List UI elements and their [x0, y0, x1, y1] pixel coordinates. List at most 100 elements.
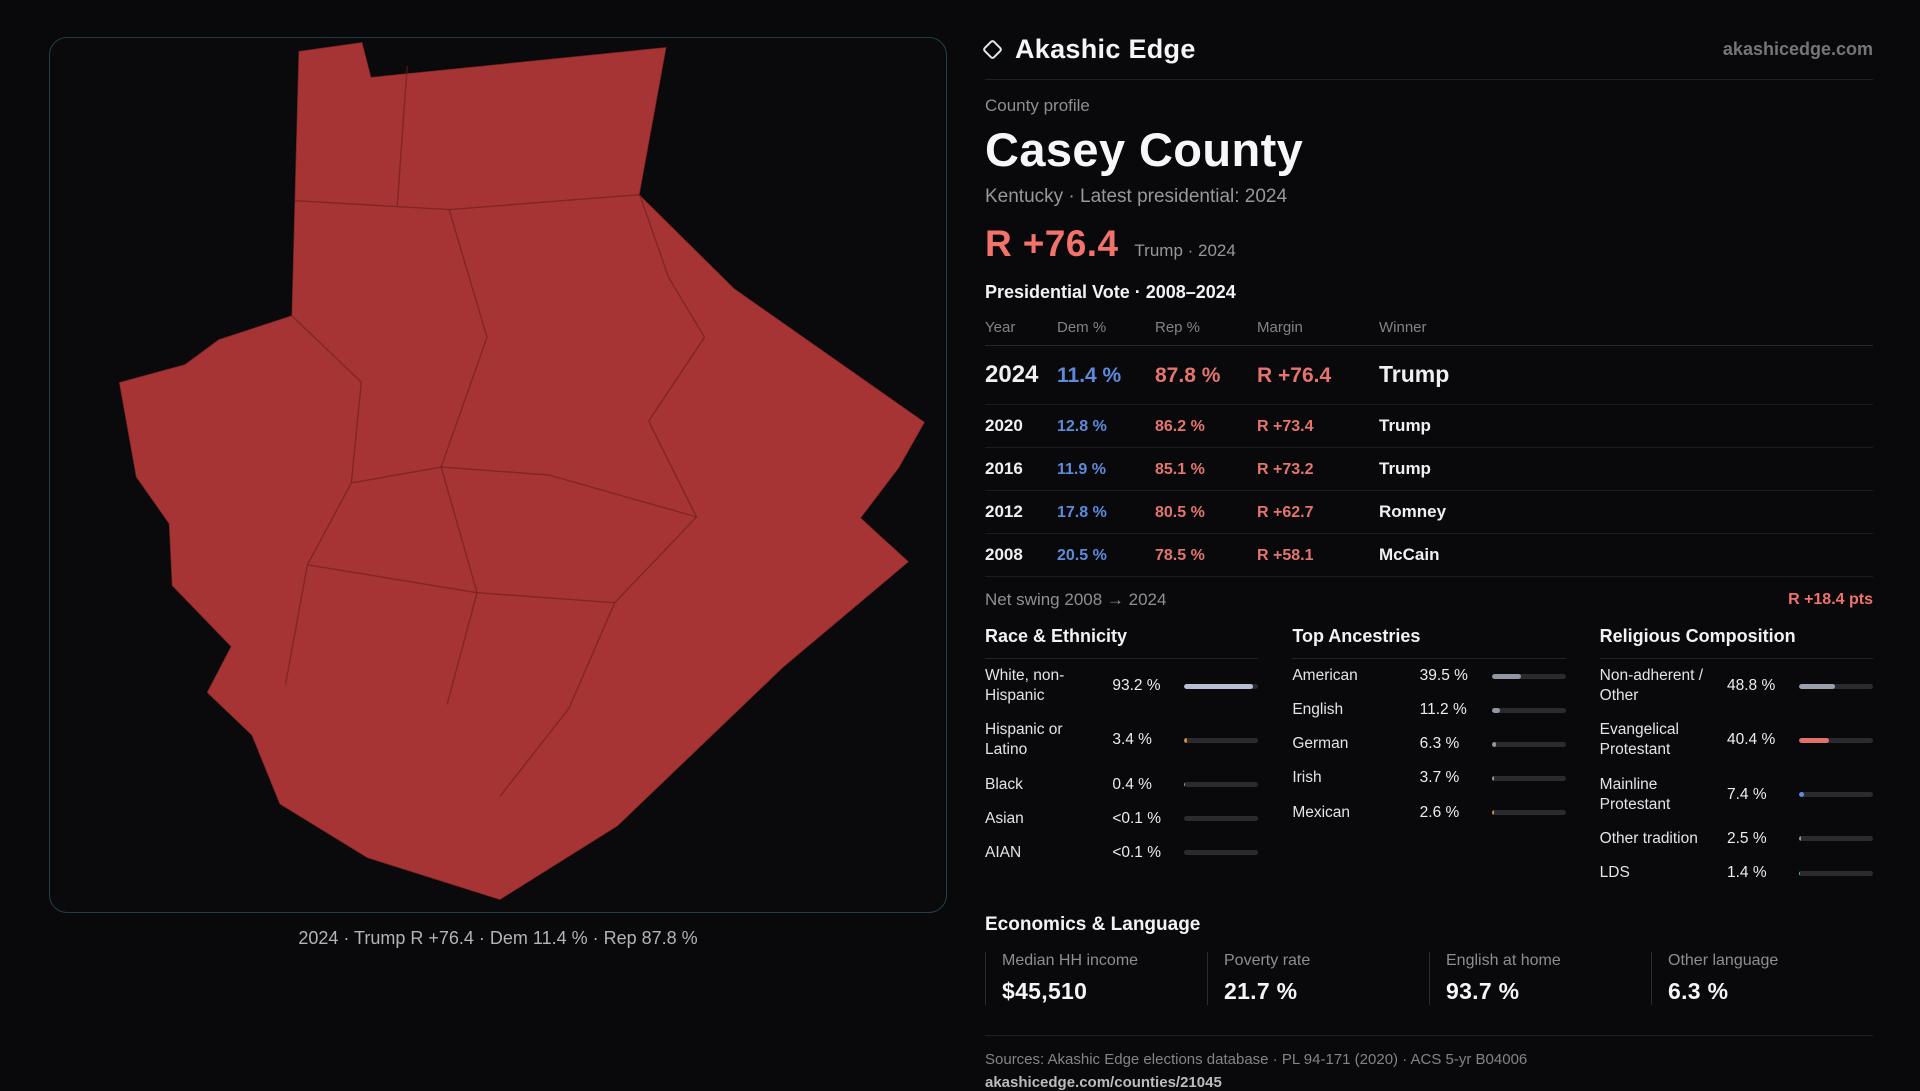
- col-dem: Dem %: [1057, 319, 1107, 336]
- demo-bar: [1491, 810, 1566, 816]
- stat-other-language: Other language 6.3 %: [1651, 952, 1873, 1006]
- net-swing-row: Net swing 2008 → 2024 R +18.4 pts: [985, 577, 1873, 610]
- table-row: 2008 20.5 % 78.5 % R +58.1 McCain: [985, 534, 1873, 577]
- demo-value: 1.4 %: [1727, 864, 1767, 882]
- stat-value: 93.7 %: [1446, 978, 1520, 1005]
- stat-value: 21.7 %: [1224, 978, 1298, 1005]
- demographics: Race & Ethnicity White, non-Hispanic 93.…: [985, 626, 1873, 890]
- demo-label: Mainline Protestant: [1599, 775, 1671, 813]
- economics-title: Economics & Language: [985, 914, 1201, 936]
- net-swing-value: R +18.4 pts: [1788, 591, 1873, 608]
- table-row: 2024 11.4 % 87.8 % R +76.4 Trump: [985, 346, 1873, 405]
- demo-label: English: [1292, 701, 1344, 719]
- demo-label: Mexican: [1292, 803, 1351, 821]
- county-shape: [118, 41, 926, 901]
- stat-median-income: Median HH income $45,510: [985, 952, 1207, 1006]
- vote-dem: 12.8 %: [1057, 418, 1107, 435]
- demo-bar: [1491, 707, 1566, 713]
- vote-rep: 86.2 %: [1155, 418, 1205, 435]
- demo-bar: [1184, 782, 1259, 788]
- demo-bar: [1799, 836, 1873, 842]
- demo-bar: [1184, 737, 1259, 743]
- demo-label: American: [1292, 667, 1358, 684]
- demo-label: AIAN: [985, 843, 1022, 861]
- economics-stats: Median HH income $45,510 Poverty rate 21…: [985, 952, 1873, 1006]
- net-swing-label: Net swing 2008 → 2024: [985, 590, 1167, 609]
- demo-value: 2.5 %: [1727, 829, 1767, 847]
- list-item: German 6.3 %: [1292, 727, 1566, 761]
- list-item: American 39.5 %: [1292, 659, 1566, 693]
- map-caption: 2024 · Trump R +76.4 · Dem 11.4 % · Rep …: [298, 928, 698, 948]
- vote-rep: 87.8 %: [1155, 364, 1221, 387]
- list-item: Evangelical Protestant 40.4 %: [1600, 713, 1873, 767]
- vote-table-header: Year Dem % Rep % Margin Winner: [985, 313, 1873, 346]
- demo-bar: [1491, 741, 1566, 747]
- vote-winner: Romney: [1379, 502, 1447, 521]
- county-url[interactable]: akashicedge.com/counties/21045: [985, 1074, 1222, 1091]
- subtitle: Kentucky · Latest presidential: 2024: [985, 186, 1288, 207]
- kicker: County profile: [985, 96, 1090, 115]
- table-row: 2020 12.8 % 86.2 % R +73.4 Trump: [985, 405, 1873, 448]
- vote-margin: R +73.2: [1257, 461, 1314, 478]
- demo-value: 48.8 %: [1727, 677, 1776, 695]
- demo-value: 2.6 %: [1419, 803, 1460, 821]
- col-margin: Margin: [1257, 319, 1303, 336]
- vote-winner: McCain: [1379, 545, 1440, 564]
- vote-table-title: Presidential Vote · 2008–2024: [985, 282, 1236, 302]
- headline-margin-row: R +76.4 Trump · 2024: [985, 223, 1873, 265]
- stat-label: Poverty rate: [1224, 952, 1311, 970]
- headline-margin: R +76.4: [985, 223, 1119, 264]
- vote-year: 2020: [985, 416, 1023, 435]
- vote-rep: 80.5 %: [1155, 504, 1205, 521]
- vote-dem: 20.5 %: [1057, 547, 1107, 564]
- vote-margin: R +58.1: [1257, 547, 1314, 564]
- vote-dem: 11.9 %: [1057, 461, 1106, 478]
- list-item: Asian <0.1 %: [985, 802, 1259, 836]
- col-rep: Rep %: [1155, 319, 1201, 336]
- list-item: Mexican 2.6 %: [1292, 796, 1566, 830]
- demo-bar: [1799, 683, 1873, 689]
- list-item: Mainline Protestant 7.4 %: [1600, 768, 1873, 822]
- stat-english-at-home: English at home 93.7 %: [1429, 952, 1651, 1006]
- county-map-panel: [49, 37, 947, 913]
- brand-diamond-icon: [981, 38, 1004, 61]
- table-row: 2012 17.8 % 80.5 % R +62.7 Romney: [985, 491, 1873, 534]
- stat-value: 6.3 %: [1668, 978, 1729, 1005]
- demo-label: LDS: [1599, 863, 1630, 881]
- top-ancestries-section: Top Ancestries American 39.5 % English 1…: [1292, 626, 1566, 890]
- demo-bar: [1184, 816, 1259, 822]
- list-item: English 11.2 %: [1292, 693, 1566, 727]
- demo-bar: [1491, 775, 1566, 781]
- vote-winner: Trump: [1379, 459, 1431, 478]
- stat-poverty-rate: Poverty rate 21.7 %: [1207, 952, 1429, 1006]
- vote-rep: 85.1 %: [1155, 461, 1205, 478]
- demo-bar: [1184, 850, 1259, 856]
- site-link[interactable]: akashicedge.com: [1722, 39, 1873, 59]
- demo-value: 39.5 %: [1419, 667, 1468, 685]
- header: Akashic Edge akashicedge.com: [981, 34, 1873, 80]
- demo-value: 93.2 %: [1112, 677, 1161, 695]
- demo-value: 3.7 %: [1419, 769, 1460, 787]
- vote-winner: Trump: [1379, 416, 1431, 435]
- list-item: Other tradition 2.5 %: [1600, 822, 1873, 856]
- col-winner: Winner: [1379, 319, 1427, 336]
- page-title: Casey County: [985, 123, 1304, 176]
- demo-value: 7.4 %: [1727, 785, 1767, 803]
- religious-composition-section: Religious Composition Non-adherent / Oth…: [1599, 626, 1873, 890]
- stat-label: English at home: [1446, 952, 1561, 970]
- list-item: White, non-Hispanic 93.2 %: [985, 659, 1259, 713]
- vote-margin: R +73.4: [1257, 418, 1314, 435]
- footer: Sources: Akashic Edge elections database…: [985, 1035, 1873, 1091]
- demo-label: Asian: [985, 809, 1024, 827]
- demo-value: 40.4 %: [1727, 731, 1776, 749]
- table-row: 2016 11.9 % 85.1 % R +73.2 Trump: [985, 448, 1873, 491]
- demo-value: <0.1 %: [1112, 843, 1162, 861]
- brand-name: Akashic Edge: [1015, 34, 1196, 64]
- demo-label: Hispanic or Latino: [985, 721, 1063, 759]
- col-year: Year: [985, 319, 1016, 336]
- demo-bar: [1184, 683, 1259, 689]
- stat-label: Other language: [1668, 952, 1779, 970]
- section-title: Race & Ethnicity: [985, 626, 1259, 659]
- vote-rep: 78.5 %: [1155, 547, 1205, 564]
- list-item: AIAN <0.1 %: [985, 836, 1259, 870]
